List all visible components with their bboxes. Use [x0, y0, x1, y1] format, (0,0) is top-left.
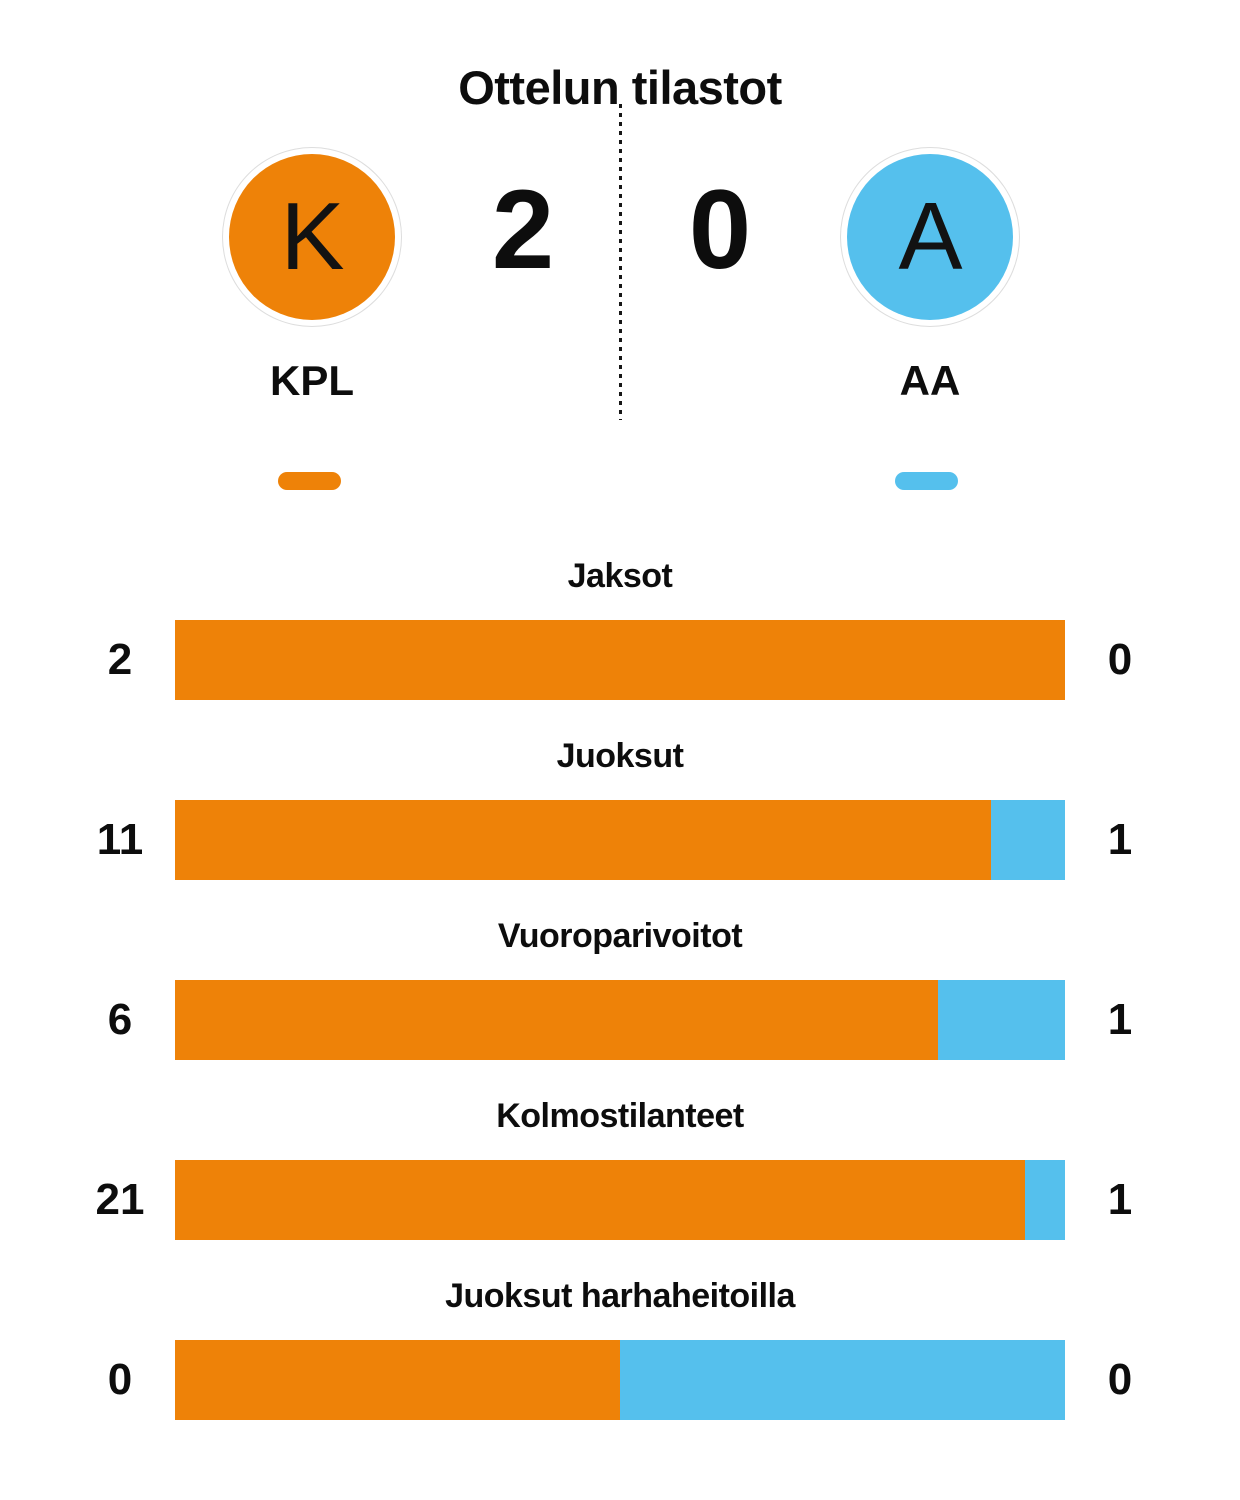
- home-score: 2: [491, 167, 554, 292]
- away-team-initial: A: [898, 183, 962, 290]
- home-team-badge: K: [229, 154, 395, 320]
- home-team-initial: K: [280, 183, 344, 290]
- away-team-name: AA: [899, 357, 961, 404]
- stat-row: Vuoroparivoitot 6 1: [0, 895, 1240, 1075]
- chart-title: Ottelun tilastot: [458, 61, 782, 114]
- stat-bar-row: 0 0: [0, 1340, 1240, 1420]
- stat-bar-row: 21 1: [0, 1160, 1240, 1240]
- stat-bar-away-fill: [990, 800, 1065, 880]
- stat-bar-row: 2 0: [0, 620, 1240, 700]
- stat-bar: [175, 1160, 1065, 1240]
- stat-label: Juoksut harhaheitoilla: [445, 1277, 795, 1315]
- stat-label: Juoksut: [556, 737, 684, 775]
- stat-value-away: 1: [1107, 995, 1133, 1044]
- legend: [0, 422, 1240, 490]
- stat-bar-row: 11 1: [0, 800, 1240, 880]
- stat-bar-away-fill: [1024, 1160, 1065, 1240]
- stat-value-home: 6: [107, 995, 133, 1044]
- stat-bar: [175, 980, 1065, 1060]
- stat-row: Kolmostilanteet 21 1: [0, 1075, 1240, 1255]
- stat-bar-away-fill: [937, 980, 1065, 1060]
- stat-value-away: 1: [1107, 815, 1133, 864]
- stat-bar: [175, 800, 1065, 880]
- stat-bar-home-fill: [175, 1160, 1025, 1240]
- stat-label: Vuoroparivoitot: [497, 917, 743, 955]
- stat-row: Jaksot 2 0: [0, 535, 1240, 715]
- stat-bar-away-fill: [620, 1340, 1065, 1420]
- home-team-name: KPL: [270, 357, 354, 404]
- stat-value-home: 21: [95, 1175, 145, 1224]
- stat-bar: [175, 620, 1065, 700]
- away-score: 0: [688, 167, 751, 292]
- stat-value-away: 1: [1107, 1175, 1133, 1224]
- stat-bar-home-fill: [175, 980, 938, 1060]
- stat-label: Kolmostilanteet: [496, 1097, 744, 1135]
- dotted-divider: [619, 104, 622, 420]
- stat-value-home: 0: [107, 1355, 133, 1404]
- stat-value-home: 2: [107, 635, 133, 684]
- stat-bar-home-fill: [175, 1340, 620, 1420]
- scoreboard: K KPL 2 0 A AA: [0, 102, 1240, 422]
- stat-bar-home-fill: [175, 800, 991, 880]
- stat-value-away: 0: [1107, 1355, 1133, 1404]
- stat-value-home: 11: [96, 815, 144, 864]
- legend-away-dash: [895, 472, 958, 490]
- stat-bar-home-fill: [175, 620, 1065, 700]
- stat-value-away: 0: [1107, 635, 1133, 684]
- away-team-badge: A: [847, 154, 1013, 320]
- stat-label: Jaksot: [567, 557, 673, 595]
- stat-row: Juoksut 11 1: [0, 715, 1240, 895]
- stats-list: Jaksot 2 0 Juoksut 11 1 Vu: [0, 535, 1240, 1435]
- legend-home-dash: [278, 472, 341, 490]
- stat-bar: [175, 1340, 1065, 1420]
- stat-row: Juoksut harhaheitoilla 0 0: [0, 1255, 1240, 1435]
- stat-bar-row: 6 1: [0, 980, 1240, 1060]
